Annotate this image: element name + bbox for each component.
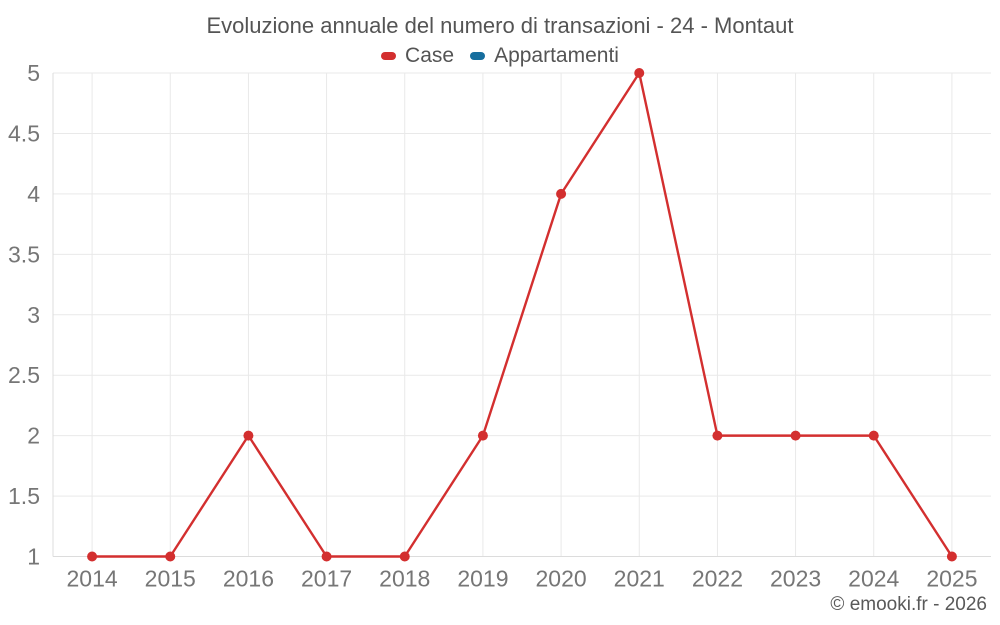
y-tick-label: 3.5 [8,241,40,267]
x-tick-label: 2022 [692,566,743,592]
x-tick-label: 2021 [614,566,665,592]
x-tick-label: 2025 [926,566,977,592]
data-point-case[interactable] [477,430,488,441]
series-line-case [90,71,954,558]
x-tick-label: 2024 [848,566,899,592]
data-point-case[interactable] [790,430,801,441]
chart-title: Evoluzione annuale del numero di transaz… [206,13,794,38]
data-point-case[interactable] [868,430,879,441]
legend-item-case[interactable]: Case [381,44,454,68]
x-tick-label: 2023 [770,566,821,592]
case-series-swatch-icon [381,52,397,60]
legend-item-appartamenti[interactable]: Appartamenti [470,44,619,68]
data-point-case[interactable] [399,551,410,562]
y-tick-label: 2.5 [8,362,40,388]
appartamenti-series-swatch-icon [470,52,486,60]
x-tick-label: 2016 [223,566,274,592]
y-tick-label: 1 [27,544,40,570]
copyright-watermark: © emooki.fr - 2026 [830,594,987,615]
legend-label-appartamenti: Appartamenti [494,44,619,67]
data-point-case[interactable] [243,430,254,441]
y-tick-label: 2 [27,423,40,449]
y-tick-label: 3 [27,302,40,328]
data-point-case[interactable] [946,551,957,562]
data-point-case[interactable] [712,430,723,441]
legend: Case Appartamenti [0,44,1000,68]
data-point-case[interactable] [87,551,98,562]
y-tick-label: 4 [27,181,40,207]
x-tick-label: 2019 [457,566,508,592]
x-tick-label: 2020 [535,566,586,592]
x-tick-label: 2017 [301,566,352,592]
x-tick-label: 2018 [379,566,430,592]
legend-label-case: Case [405,44,455,67]
x-tick-label: 2015 [145,566,196,592]
y-tick-label: 1.5 [8,483,40,509]
x-tick-label: 2014 [66,566,117,592]
data-point-case[interactable] [634,68,645,78]
data-point-case[interactable] [556,188,567,199]
data-point-case[interactable] [165,551,176,562]
y-tick-label: 5 [27,60,40,86]
data-point-case[interactable] [321,551,332,562]
y-tick-label: 4.5 [8,120,40,146]
